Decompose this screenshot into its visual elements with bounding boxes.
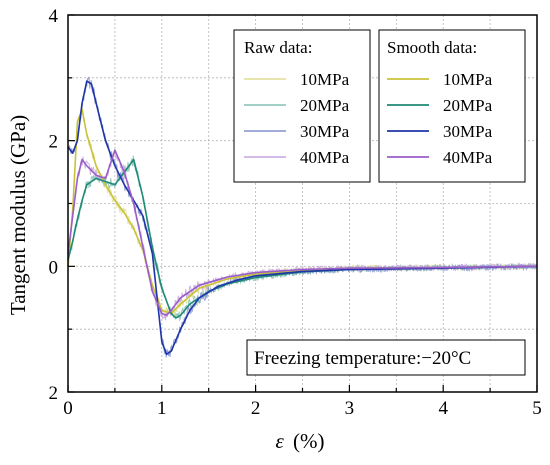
y-axis-label: Tangent modulus (GPa) <box>6 115 30 315</box>
y-tick-label: 4 <box>49 6 59 27</box>
x-axis-symbol: ε <box>275 429 284 453</box>
x-tick-label: 5 <box>532 398 542 419</box>
annotation-text: Freezing temperature:−20°C <box>254 348 471 369</box>
legend-entry-label: 10MPa <box>300 70 350 89</box>
x-axis-label: ε (%) <box>275 429 324 453</box>
x-tick-label: 1 <box>157 398 167 419</box>
y-tick-label: 0 <box>49 257 59 278</box>
x-tick-label: 3 <box>345 398 355 419</box>
annotation-frame <box>246 339 526 376</box>
y-tick-label: 2 <box>49 383 59 404</box>
x-tick-label: 4 <box>438 398 448 419</box>
legend-entry-label: 10MPa <box>443 70 493 89</box>
x-axis-unit: (%) <box>293 429 324 453</box>
series-30MPa-smooth-line <box>67 80 538 356</box>
legend-entry-label: 40MPa <box>443 148 493 167</box>
legend-smooth-entries: 10MPa 20MPa 30MPa 40MPa <box>387 70 493 167</box>
grid-lines <box>68 15 537 392</box>
legend-entry-label: 30MPa <box>300 122 350 141</box>
legend-entry-label: 30MPa <box>443 122 493 141</box>
plot-area <box>67 76 538 358</box>
y-tick-labels: 4 2 0 2 <box>49 6 59 404</box>
axis-ticks <box>67 14 538 393</box>
x-tick-labels: 0 1 2 3 4 5 <box>63 398 542 419</box>
legend-entry-label: 40MPa <box>300 148 350 167</box>
legend-smooth-data: Smooth data: 10MPa 20MPa 30MPa 40MPa <box>378 29 526 183</box>
series-20MPa-smooth-line <box>67 158 538 319</box>
legend-entry-label: 20MPa <box>300 96 350 115</box>
series-40MPa-smooth-line <box>67 149 538 317</box>
legend-raw-data: Raw data: 10MPa 20MPa 30MPa 40MPa <box>233 29 371 183</box>
y-tick-label: 2 <box>49 132 59 153</box>
annotation-box: Freezing temperature:−20°C <box>246 339 526 376</box>
x-tick-label: 0 <box>63 398 73 419</box>
legend-entry-label: 20MPa <box>443 96 493 115</box>
legend-raw-entries: 10MPa 20MPa 30MPa 40MPa <box>244 70 350 167</box>
x-tick-label: 2 <box>251 398 261 419</box>
legend-smooth-title: Smooth data: <box>387 38 477 57</box>
legend-raw-title: Raw data: <box>244 38 312 57</box>
